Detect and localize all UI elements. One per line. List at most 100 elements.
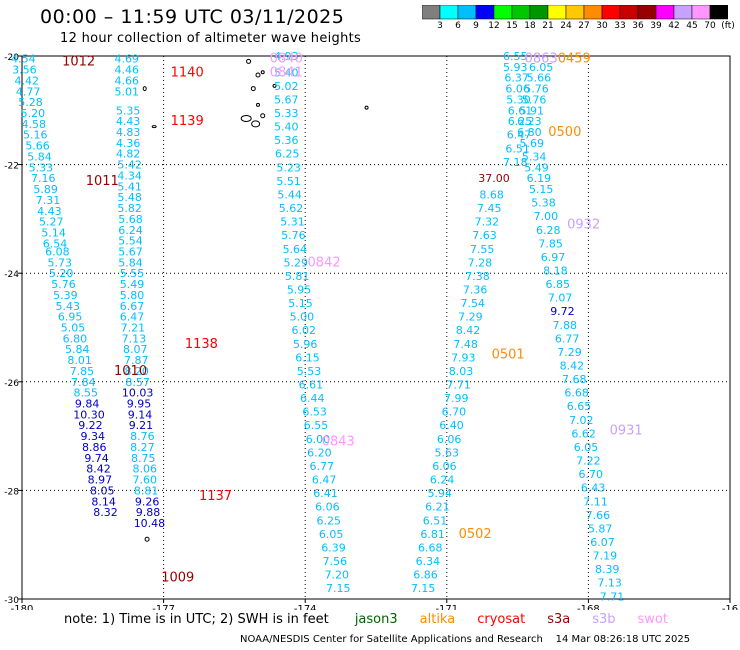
wave-height-value: 6.39 <box>321 541 346 554</box>
wave-height-value: 5.35 <box>116 104 141 117</box>
wave-height-value: 6.55 <box>503 50 528 63</box>
wave-height-value: 8.86 <box>82 441 107 454</box>
pass-time-label: 0459 <box>558 52 591 67</box>
wave-height-value: 7.54 <box>461 297 486 310</box>
pass-time-label: 0931 <box>610 424 643 439</box>
x-tick-label: -171 <box>435 604 458 610</box>
wave-height-value: 37.00 <box>478 172 510 185</box>
wave-height-value: 9.74 <box>84 452 109 465</box>
wave-height-value: 8.39 <box>595 563 620 576</box>
wave-height-value: 8.81 <box>134 484 159 497</box>
pass-time-label: 1139 <box>171 114 204 129</box>
wave-height-value: 7.02 <box>569 414 594 427</box>
wave-height-value: 10.03 <box>122 387 154 400</box>
wave-height-value: 7.87 <box>124 354 149 367</box>
wave-height-value: 5.14 <box>41 226 66 239</box>
wave-height-value: 6.55 <box>304 419 329 432</box>
color-scale-label: 45 <box>686 21 698 31</box>
x-tick-label: -174 <box>294 604 317 610</box>
wave-height-value: 6.24 <box>118 224 143 237</box>
color-scale-label: 24 <box>560 21 572 31</box>
wave-height-value: 7.18 <box>503 156 528 169</box>
island-outline <box>256 102 260 107</box>
color-scale-label: 15 <box>506 21 518 31</box>
wave-height-value: 6.40 <box>439 419 464 432</box>
wave-height-value: 5.80 <box>120 289 145 302</box>
wave-height-value: 7.88 <box>553 319 578 332</box>
wave-height-value: 6.80 <box>63 332 88 345</box>
wave-height-value: 7.15 <box>326 582 351 595</box>
wave-height-value: 5.31 <box>280 216 305 229</box>
satellite-legend-altika: altika <box>419 612 456 627</box>
wave-height-value: 6.34 <box>416 555 441 568</box>
color-scale-label: 42 <box>668 21 680 31</box>
footnote: note: 1) Time is in UTC; 2) SWH is in fe… <box>64 612 668 627</box>
wave-height-value: 6.21 <box>425 501 450 514</box>
color-scale-label: 21 <box>542 21 554 31</box>
wave-height-value: 6.51 <box>505 142 530 155</box>
wave-height-value: 6.68 <box>418 541 443 554</box>
wave-height-value: 4.42 <box>14 74 39 87</box>
wave-height-value: 8.01 <box>67 354 92 367</box>
wave-height-value: 5.44 <box>277 188 302 201</box>
wave-height-value: 7.45 <box>477 202 502 215</box>
page-subtitle: 12 hour collection of altimeter wave hei… <box>60 31 362 46</box>
pass-time-label: 0932 <box>567 217 600 232</box>
color-scale-label: 9 <box>473 21 479 31</box>
wave-height-value: 6.86 <box>413 569 438 582</box>
wave-height-value: 5.05 <box>61 322 86 335</box>
color-scale-label: 39 <box>650 21 662 31</box>
wave-height-value: 5.93 <box>503 61 528 74</box>
wave-height-value: 7.66 <box>586 509 611 522</box>
wave-height-value: 5.51 <box>276 175 301 188</box>
wave-height-value: 9.26 <box>135 495 160 508</box>
wave-height-value: 6.81 <box>420 528 445 541</box>
wave-height-value: 6.80 <box>517 126 542 139</box>
wave-height-value: 5.69 <box>520 137 545 150</box>
color-scale-label: 6 <box>455 21 461 31</box>
pass-time-label: 1138 <box>185 337 218 352</box>
wave-height-value: 7.31 <box>36 194 61 207</box>
wave-height-value: 5.64 <box>283 243 308 256</box>
wave-height-value: 4.58 <box>22 118 47 131</box>
wave-height-value: 6.47 <box>120 311 145 324</box>
wave-height-value: 6.05 <box>319 528 344 541</box>
wave-height-value: 8.07 <box>123 343 148 356</box>
x-tick-label: -16 <box>722 604 738 610</box>
island-outline <box>260 70 265 75</box>
wave-height-value: 7.32 <box>475 216 500 229</box>
island-outline <box>255 72 261 78</box>
wave-height-value: 5.81 <box>285 270 310 283</box>
wave-height-value: 5.76 <box>524 83 549 96</box>
wave-height-value: 4.77 <box>16 85 41 98</box>
wave-height-value: 8.14 <box>91 495 116 508</box>
wave-height-value: 5.00 <box>290 311 315 324</box>
wave-height-value: 5.39 <box>53 289 78 302</box>
wave-height-value: 8.32 <box>93 506 118 519</box>
wave-height-value: 6.65 <box>567 400 592 413</box>
wave-height-value: 4.69 <box>115 53 140 66</box>
wave-height-value: 4.54 <box>11 53 36 66</box>
wave-height-value: 8.76 <box>130 430 155 443</box>
color-scale-label: 33 <box>614 21 626 31</box>
wave-height-value: 5.68 <box>118 213 143 226</box>
wave-height-value: 8.05 <box>90 484 115 497</box>
wave-height-value: 6.44 <box>300 392 325 405</box>
wave-height-value: 6.07 <box>590 536 615 549</box>
wave-height-value: 6.37 <box>504 72 529 85</box>
wave-height-value: 6.97 <box>541 251 566 264</box>
wave-height-value: 7.85 <box>538 237 563 250</box>
wave-height-value: 4.34 <box>117 169 142 182</box>
wave-height-value: 5.42 <box>117 159 142 172</box>
wave-height-value: 7.93 <box>451 351 476 364</box>
y-tick-label: -30 <box>4 596 19 606</box>
wave-height-value: 6.02 <box>292 324 317 337</box>
generated-timestamp: 14 Mar 08:26:18 UTC 2025 <box>555 634 691 645</box>
credit-line: NOAA/NESDIS Center for Satellite Applica… <box>240 634 690 645</box>
x-tick-label: -180 <box>11 604 34 610</box>
wave-height-value: 5.41 <box>117 180 142 193</box>
y-tick-label: -22 <box>4 162 19 172</box>
wave-height-value: 9.34 <box>81 430 106 443</box>
wave-height-value: 5.89 <box>33 183 58 196</box>
wave-height-value: 7.16 <box>31 172 56 185</box>
